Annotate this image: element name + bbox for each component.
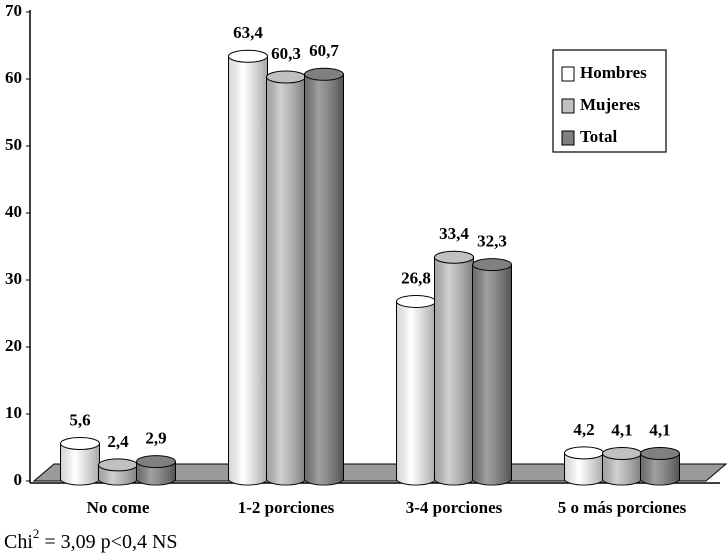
- bar-shade: [564, 452, 604, 485]
- y-tick-label: 20: [5, 336, 22, 355]
- y-tick-label: 10: [5, 403, 22, 422]
- data-label: 32,3: [477, 231, 507, 250]
- bar-shade: [304, 74, 344, 485]
- legend-swatch: [561, 66, 575, 82]
- data-label: 60,3: [271, 44, 301, 63]
- bar-top: [472, 258, 512, 272]
- y-tick-label: 60: [5, 68, 22, 87]
- data-label: 2,4: [107, 432, 129, 451]
- bar-top: [98, 458, 138, 472]
- annotation-text: = 3,09 p<0,4 NS: [39, 531, 177, 553]
- data-label: 60,7: [309, 41, 339, 60]
- bar-top: [396, 294, 436, 308]
- y-tick-label: 40: [5, 202, 22, 221]
- data-label: 4,2: [573, 420, 594, 439]
- annotation: Chi2 = 3,09 p<0,4 NS: [4, 526, 178, 553]
- plot: [60, 49, 680, 486]
- data-label: 26,8: [401, 268, 431, 287]
- data-label: 2,9: [145, 428, 166, 447]
- bar-shade: [228, 56, 268, 485]
- y-tick-label: 0: [14, 470, 23, 489]
- data-label: 5,6: [69, 410, 90, 429]
- annotation-sup: 2: [33, 526, 40, 541]
- bar-top: [564, 446, 604, 460]
- bar-top: [304, 67, 344, 81]
- bar-top: [602, 447, 642, 461]
- bar-top: [640, 447, 680, 461]
- x-tick-label: 1-2 porciones: [238, 498, 335, 517]
- bar-top: [228, 49, 268, 63]
- data-label: 33,4: [439, 224, 469, 243]
- legend-swatch: [561, 130, 575, 146]
- annotation-text: Chi: [4, 531, 33, 553]
- legend-label: Hombres: [580, 63, 647, 82]
- bar-top: [136, 455, 176, 469]
- legend-label: Total: [580, 127, 617, 146]
- data-label: 4,1: [611, 420, 632, 439]
- data-label: 4,1: [649, 420, 670, 439]
- bar-shade: [396, 301, 436, 485]
- y-tick-label: 70: [5, 1, 22, 20]
- bar-top: [266, 70, 306, 84]
- bar-top: [60, 436, 100, 450]
- y-tick-label: 50: [5, 135, 22, 154]
- bar-shade: [136, 461, 176, 485]
- bar-shade: [60, 443, 100, 485]
- bar-shade: [640, 453, 680, 485]
- x-tick-label: 5 o más porciones: [558, 498, 687, 517]
- bar-shade: [434, 257, 474, 485]
- legend-label: Mujeres: [580, 95, 640, 114]
- legend-swatch: [561, 98, 575, 114]
- bar-shade: [602, 453, 642, 485]
- data-label: 63,4: [233, 23, 263, 42]
- bar-top: [434, 250, 474, 264]
- bar-shade: [266, 76, 306, 486]
- bar-shade: [472, 264, 512, 485]
- y-tick-label: 30: [5, 269, 22, 288]
- x-tick-label: No come: [87, 498, 150, 517]
- x-tick-label: 3-4 porciones: [406, 498, 503, 517]
